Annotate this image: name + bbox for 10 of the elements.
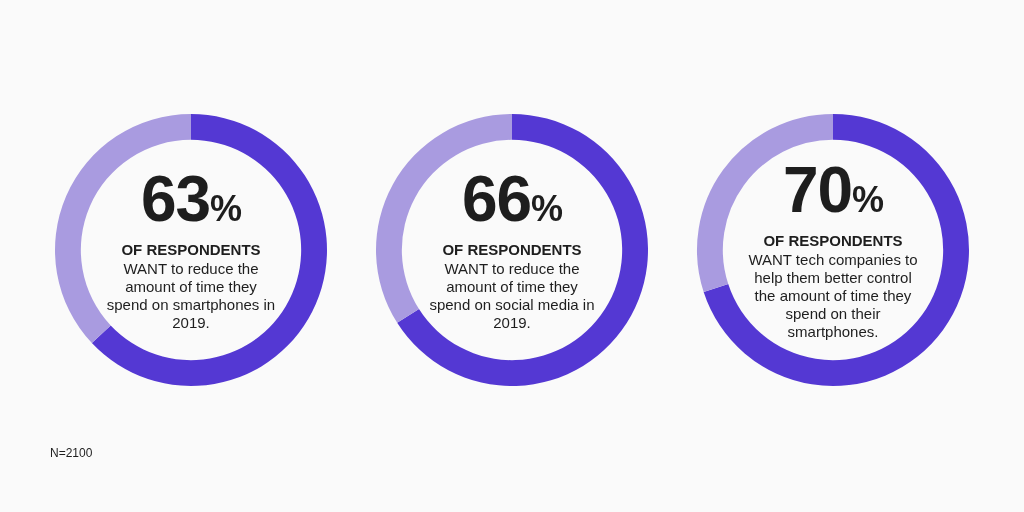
text: OF RESPONDENTS	[763, 231, 903, 249]
text: WANT to reduce the amount of time they spend on smartphones in 2019.	[106, 259, 276, 332]
data-label: 63%	[140, 162, 242, 237]
data-label: 66%	[461, 162, 563, 237]
text: WANT tech companies to help them better control the amount of time they spend on their smartphones.	[748, 250, 918, 341]
data-label: 70%	[782, 153, 884, 228]
text: OF RESPONDENTS	[121, 240, 261, 258]
text: OF RESPONDENTS	[442, 240, 582, 258]
text: N=2100	[50, 446, 93, 460]
text: WANT to reduce the amount of time they spend on social media in 2019.	[428, 259, 596, 332]
